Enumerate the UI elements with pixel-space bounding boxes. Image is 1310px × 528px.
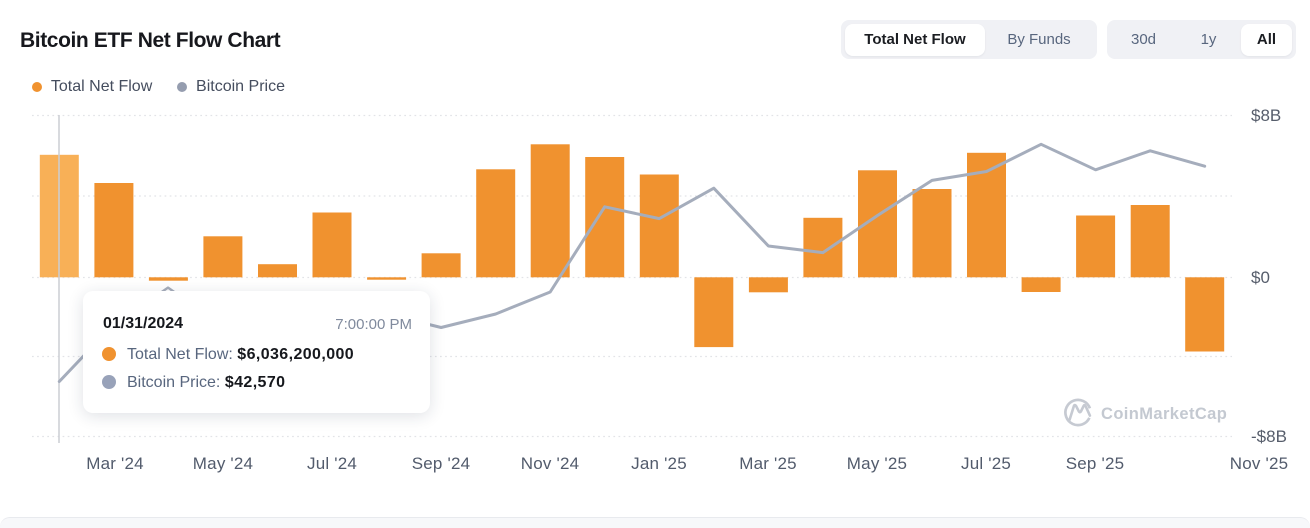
svg-text:CoinMarketCap: CoinMarketCap <box>1101 405 1227 423</box>
